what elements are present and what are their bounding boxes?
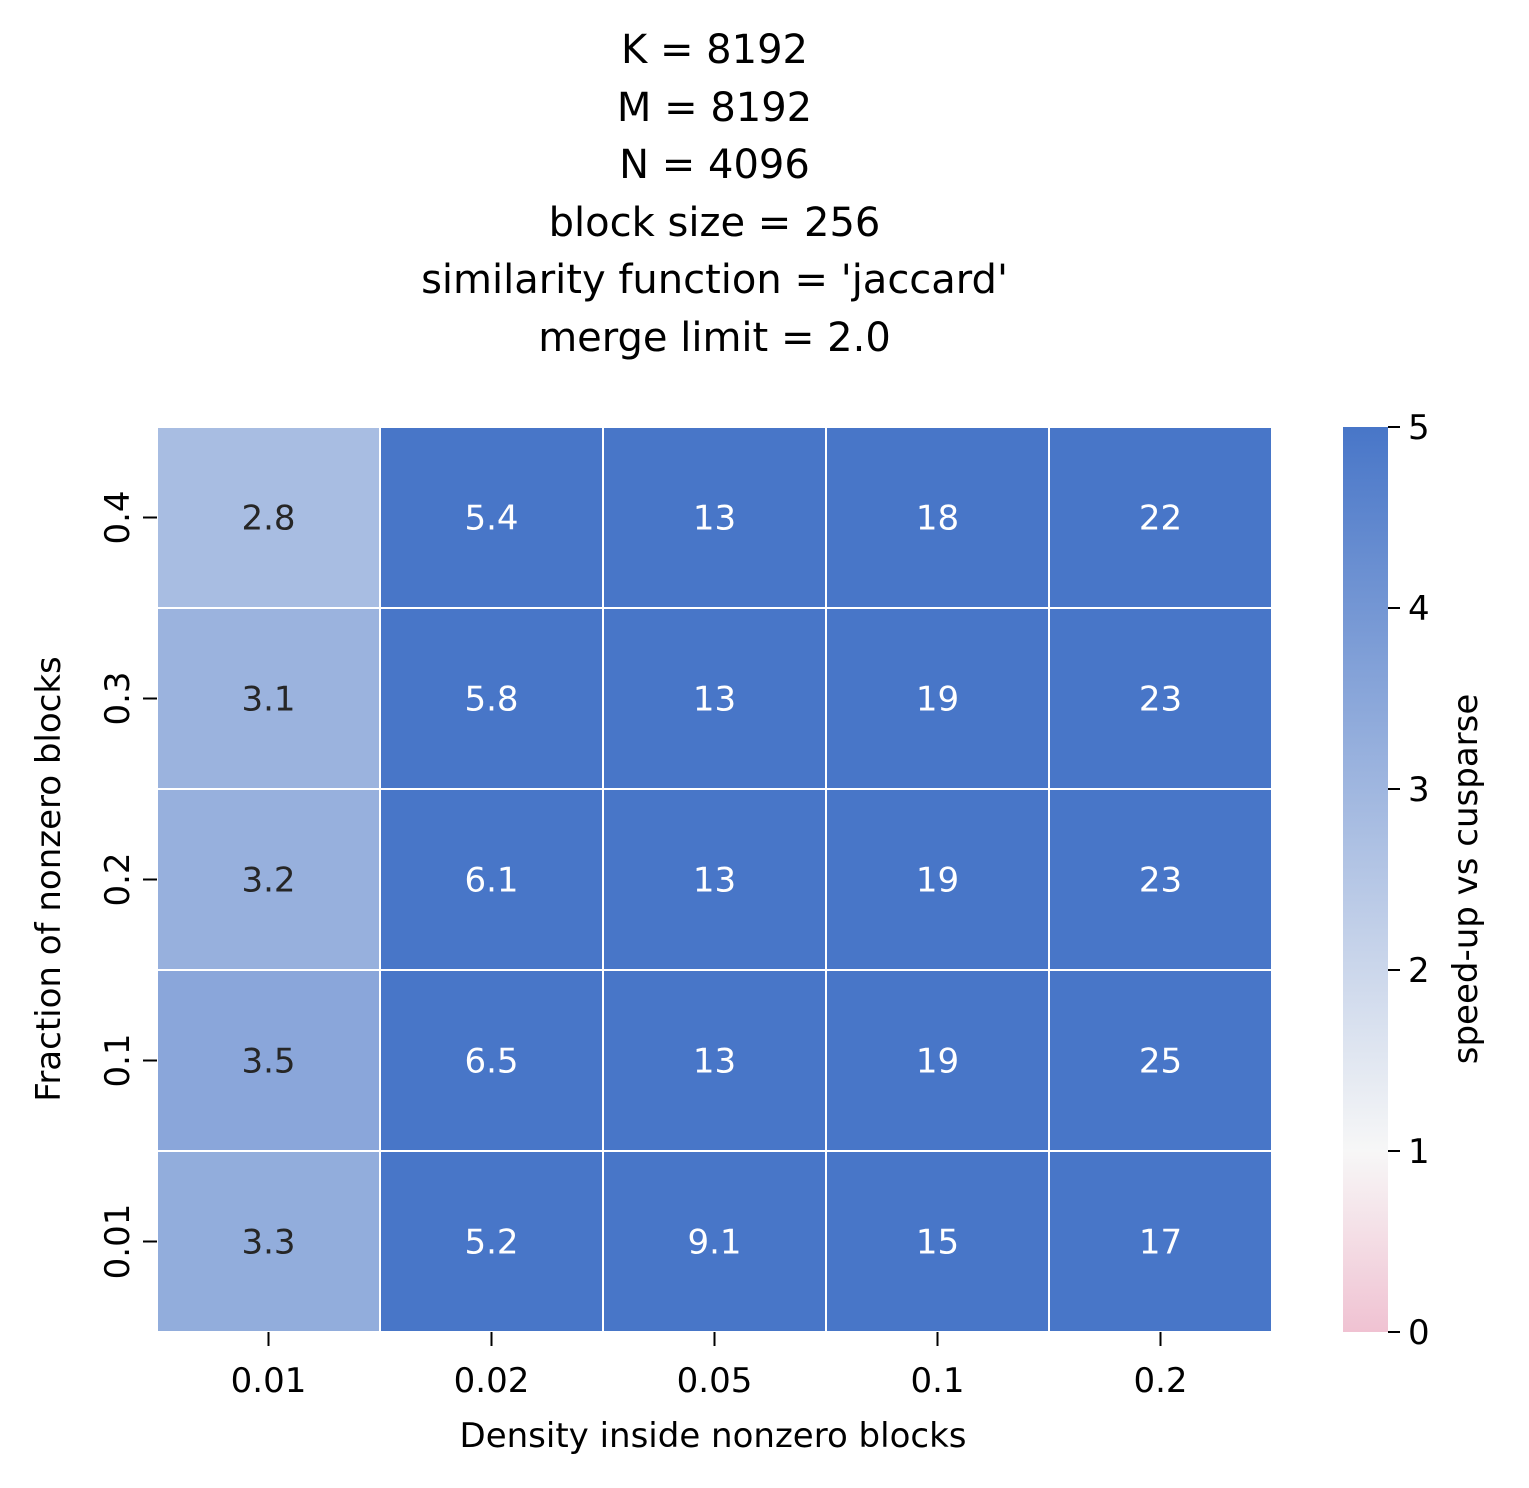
- cell-value-label: 5.8: [464, 680, 518, 720]
- y-axis-label: Fraction of nonzero blocks: [29, 656, 69, 1102]
- cell-value-label: 13: [693, 1042, 736, 1082]
- cell-value-label: 23: [1139, 680, 1182, 720]
- x-tick-label: 0.05: [677, 1361, 753, 1401]
- heatmap-cell: [825, 1150, 1050, 1333]
- title-line: similarity function = 'jaccard': [421, 257, 1008, 303]
- heatmap-cell: [825, 969, 1050, 1152]
- cell-value-label: 23: [1139, 861, 1182, 901]
- title-line: block size = 256: [548, 199, 881, 246]
- x-tick-label: 0.02: [454, 1361, 530, 1401]
- heatmap-cell: [379, 969, 604, 1152]
- heatmap-cell: [825, 426, 1050, 609]
- cell-value-label: 22: [1139, 499, 1182, 539]
- heatmap-cell: [1048, 607, 1273, 790]
- heatmap-cell: [156, 1150, 381, 1333]
- colorbar: [1343, 427, 1388, 1332]
- title-line: merge limit = 2.0: [538, 314, 891, 361]
- cell-value-label: 2.8: [241, 499, 295, 539]
- colorbar-ticks: 0 1 2 3 4 5: [1388, 408, 1430, 1353]
- heatmap-cell: [602, 426, 827, 609]
- cell-value-label: 25: [1139, 1042, 1182, 1082]
- x-axis-ticks: 0.01 0.02 0.05 0.1 0.2: [231, 1332, 1188, 1401]
- heatmap-cell: [379, 426, 604, 609]
- cell-value-label: 3.3: [241, 1223, 295, 1263]
- cell-value-label: 3.1: [241, 680, 295, 720]
- x-tick-label: 0.01: [231, 1361, 307, 1401]
- heatmap-cell: [602, 1150, 827, 1333]
- y-tick-label: 0.1: [98, 1033, 138, 1087]
- heatmap-cell: [602, 607, 827, 790]
- cell-value-label: 3.5: [241, 1042, 295, 1082]
- heatmap-cell: [1048, 969, 1273, 1152]
- colorbar-tick-label: 1: [1408, 1132, 1430, 1172]
- y-axis-ticks: 0.4 0.3 0.2 0.1 0.01: [98, 490, 157, 1279]
- cell-value-label: 3.2: [241, 861, 295, 901]
- colorbar-tick-label: 0: [1408, 1313, 1430, 1353]
- title-line: M = 8192: [616, 84, 813, 131]
- cell-value-label: 5.4: [464, 499, 518, 539]
- heatmap-cell: [1048, 788, 1273, 971]
- cell-value-label: 6.5: [464, 1042, 518, 1082]
- heatmap-cell: [379, 607, 604, 790]
- x-axis-label: Density inside nonzero blocks: [460, 1416, 967, 1456]
- colorbar-tick-label: 5: [1408, 408, 1430, 448]
- heatmap-cell: [825, 607, 1050, 790]
- cell-value-label: 6.1: [464, 861, 518, 901]
- cell-value-label: 5.2: [464, 1223, 518, 1263]
- cell-value-label: 18: [916, 499, 959, 539]
- y-tick-label: 0.2: [98, 852, 138, 906]
- heatmap-cell: [1048, 1150, 1273, 1333]
- title-line: K = 8192: [621, 27, 808, 73]
- cell-value-label: 19: [916, 680, 959, 720]
- cell-value-label: 13: [693, 861, 736, 901]
- cell-value-label: 17: [1139, 1223, 1182, 1263]
- title-line: N = 4096: [619, 142, 810, 188]
- cell-value-label: 13: [693, 499, 736, 539]
- colorbar-tick-label: 2: [1408, 951, 1430, 991]
- heatmap-cell: [1048, 426, 1273, 609]
- colorbar-tick-label: 4: [1408, 589, 1430, 629]
- cell-value-label: 19: [916, 861, 959, 901]
- heatmap-cells: 2.8 5.4 13 18 22 3.1 5.8 13 19 23 3.2 6.1 13 19 23 3.5 6…: [156, 426, 1273, 1333]
- heatmap-cell: [156, 607, 381, 790]
- heatmap-cell: [156, 426, 381, 609]
- colorbar-tick-label: 3: [1408, 770, 1430, 810]
- colorbar-label: speed-up vs cusparse: [1446, 694, 1486, 1065]
- cell-value-label: 19: [916, 1042, 959, 1082]
- x-tick-label: 0.1: [910, 1361, 964, 1401]
- chart-title: K = 8192 M = 8192 N = 4096 block size = …: [0, 22, 1429, 367]
- y-tick-label: 0.01: [98, 1204, 138, 1280]
- cell-value-label: 15: [916, 1223, 959, 1263]
- x-tick-label: 0.2: [1133, 1361, 1187, 1401]
- y-tick-label: 0.4: [98, 490, 138, 544]
- y-tick-label: 0.3: [98, 671, 138, 725]
- heatmap-cell: [379, 788, 604, 971]
- cell-value-label: 9.1: [687, 1223, 741, 1263]
- cell-value-label: 13: [693, 680, 736, 720]
